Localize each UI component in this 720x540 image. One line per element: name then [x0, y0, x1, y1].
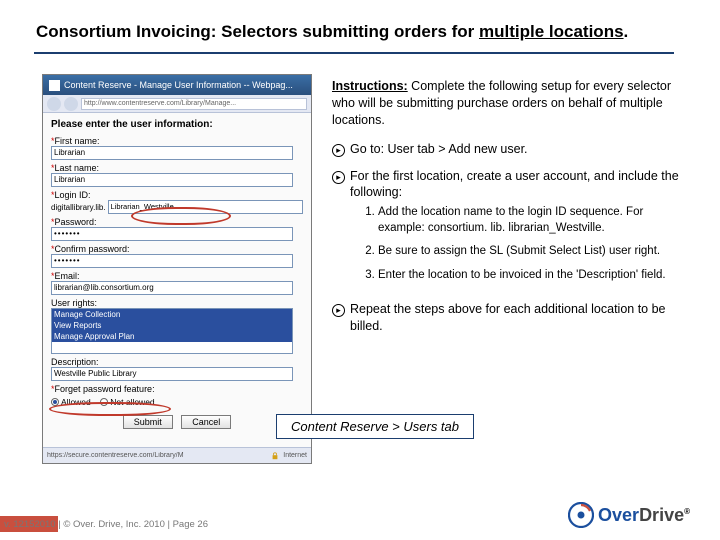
- label-first: First name:: [55, 136, 100, 146]
- label-confirm: Confirm password:: [55, 244, 130, 254]
- form-prompt: Please enter the user information:: [51, 119, 303, 130]
- overdrive-logo: OverDrive®: [568, 502, 690, 528]
- login-prefix: digitallibrary.lib.: [51, 203, 106, 212]
- callout-box: Content Reserve > Users tab: [276, 414, 474, 439]
- page-icon: [49, 80, 60, 91]
- cancel-button[interactable]: Cancel: [181, 415, 231, 429]
- confirm-password-input[interactable]: •••••••: [51, 254, 293, 268]
- right-opt-2[interactable]: Manage Approval Plan: [52, 331, 292, 342]
- lock-icon: [271, 452, 279, 460]
- logo-text-over: Over: [598, 505, 639, 525]
- slide-title: Consortium Invoicing: Selectors submitti…: [36, 22, 628, 42]
- forward-icon[interactable]: [64, 97, 78, 111]
- login-id-input[interactable]: Librarian_Westville: [108, 200, 303, 214]
- instructions-panel: Instructions: Complete the following set…: [332, 78, 684, 345]
- title-sub: Selectors submitting orders for: [221, 22, 479, 41]
- description-input[interactable]: Westville Public Library: [51, 367, 293, 381]
- sub-2: Be sure to assign the SL (Submit Select …: [378, 244, 684, 260]
- radio-allowed-label: Allowed: [61, 397, 91, 407]
- bullet-icon: ▸: [332, 301, 350, 335]
- status-bar: https://secure.contentreserve.com/Librar…: [43, 447, 311, 463]
- email-input[interactable]: librarian@lib.consortium.org: [51, 281, 293, 295]
- radio-allowed[interactable]: [51, 398, 59, 406]
- title-underlined: multiple locations: [479, 22, 624, 41]
- label-password: Password:: [55, 217, 97, 227]
- first-name-input[interactable]: Librarian: [51, 146, 293, 160]
- right-opt-0[interactable]: Manage Collection: [52, 309, 292, 320]
- window-title-text: Content Reserve - Manage User Informatio…: [64, 80, 293, 90]
- status-url: https://secure.contentreserve.com/Librar…: [47, 452, 267, 459]
- address-bar[interactable]: http://www.contentreserve.com/Library/Ma…: [81, 98, 307, 110]
- screenshot-window: Content Reserve - Manage User Informatio…: [42, 74, 312, 464]
- title-rule: [34, 52, 674, 54]
- label-desc: Description:: [51, 357, 303, 367]
- window-body: Please enter the user information: *Firs…: [43, 113, 311, 443]
- status-zone: Internet: [283, 452, 307, 459]
- user-rights-select[interactable]: Manage Collection View Reports Manage Ap…: [51, 308, 293, 354]
- bullet-3: Repeat the steps above for each addition…: [350, 301, 684, 335]
- instructions-label: Instructions:: [332, 79, 408, 93]
- bullet-1: Go to: User tab > Add new user.: [350, 141, 684, 158]
- label-last: Last name:: [55, 163, 100, 173]
- label-login: Login ID:: [55, 190, 91, 200]
- submit-button[interactable]: Submit: [123, 415, 173, 429]
- title-main: Consortium Invoicing:: [36, 22, 216, 41]
- sub-3: Enter the location to be invoiced in the…: [378, 268, 684, 284]
- sub-1: Add the location name to the login ID se…: [378, 205, 684, 236]
- label-email: Email:: [55, 271, 80, 281]
- title-tail: .: [624, 22, 629, 41]
- bullet-2: For the first location, create a user ac…: [350, 169, 679, 200]
- logo-text-drive: Drive: [639, 505, 684, 525]
- last-name-input[interactable]: Librarian: [51, 173, 293, 187]
- bullet-icon: ▸: [332, 141, 350, 158]
- password-input[interactable]: •••••••: [51, 227, 293, 241]
- right-opt-1[interactable]: View Reports: [52, 320, 292, 331]
- radio-not-allowed[interactable]: [100, 398, 108, 406]
- bullet-icon: ▸: [332, 168, 350, 292]
- logo-mark-icon: [568, 502, 594, 528]
- radio-not-label: Not allowed: [110, 397, 154, 407]
- browser-toolbar: http://www.contentreserve.com/Library/Ma…: [43, 95, 311, 113]
- window-titlebar: Content Reserve - Manage User Informatio…: [43, 75, 311, 95]
- footer-text: v. 12152010 | © Over. Drive, Inc. 2010 |…: [0, 519, 208, 530]
- label-forget: Forget password feature:: [55, 384, 155, 394]
- back-icon[interactable]: [47, 97, 61, 111]
- label-rights: User rights:: [51, 298, 303, 308]
